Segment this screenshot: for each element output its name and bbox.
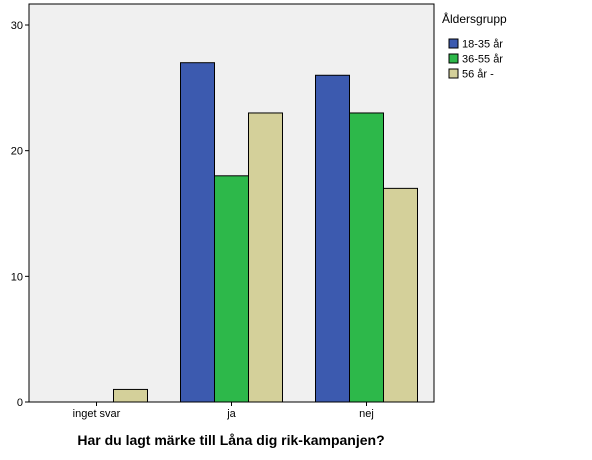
x-axis-title: Har du lagt märke till Låna dig rik-kamp… — [77, 432, 384, 448]
y-tick-label: 30 — [11, 20, 23, 32]
legend-swatch — [448, 68, 459, 79]
y-tick-label: 20 — [11, 146, 23, 158]
bar — [315, 74, 350, 403]
bar — [113, 388, 148, 403]
legend-swatch — [448, 38, 459, 49]
bar — [248, 112, 283, 403]
legend: Åldersgrupp 18-35 år 36-55 år 56 år - — [442, 11, 507, 81]
bar — [180, 62, 215, 403]
legend-label: 56 år - — [462, 69, 494, 81]
x-tick-label: inget svar — [73, 408, 121, 420]
y-tick-label: 10 — [11, 271, 23, 283]
bar — [383, 187, 418, 403]
bar — [349, 112, 384, 403]
y-tick-label: 0 — [17, 397, 23, 409]
legend-title: Åldersgrupp — [442, 11, 507, 26]
y-axis: 0 10 20 30 — [11, 20, 29, 409]
x-tick-label: nej — [359, 408, 374, 420]
x-axis: inget svar ja nej — [73, 402, 374, 420]
x-tick-label: ja — [226, 408, 236, 420]
legend-label: 36-55 år — [462, 54, 503, 66]
bars-group — [113, 62, 418, 403]
legend-label: 18-35 år — [462, 39, 503, 51]
bar — [214, 175, 249, 403]
legend-swatch — [448, 53, 459, 64]
